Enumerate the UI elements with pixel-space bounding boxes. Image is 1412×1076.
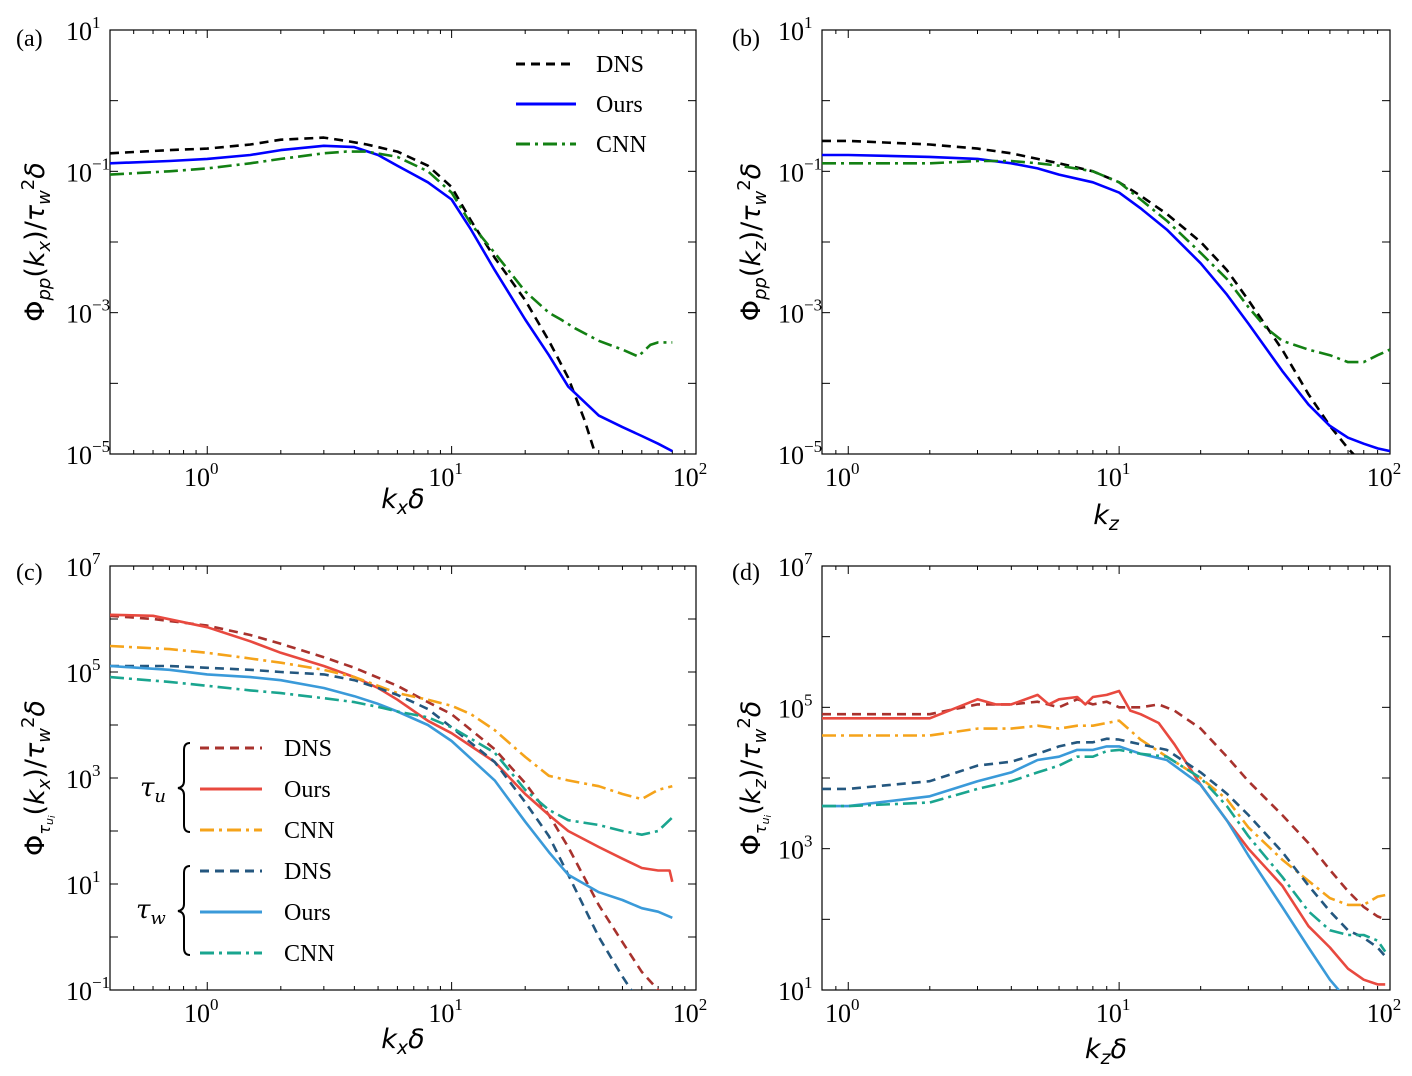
legend-a-ours: Ours <box>596 92 643 118</box>
panel-c-series <box>110 613 674 990</box>
legend-c-u-ours: Ours <box>284 777 331 803</box>
y-tick-label: 107 <box>778 549 813 582</box>
panel-d-frame <box>821 565 1391 991</box>
panel-c-label: (c) <box>16 560 43 586</box>
series-cnn-line <box>110 150 673 358</box>
panel-b-label: (b) <box>732 26 760 52</box>
y-tick-label: 103 <box>66 761 101 794</box>
legend-c-brace-u <box>177 742 191 833</box>
y-tick-label: 10−1 <box>66 154 110 187</box>
x-tick-label: 100 <box>825 995 860 1028</box>
series--u-dns-line <box>110 614 660 990</box>
panel-a-ylabel: Φpp(kx)/τw2δ <box>18 162 55 322</box>
series-dns-line <box>822 139 1356 454</box>
panel-b-ylabel: Φpp(kz)/τw2δ <box>734 163 771 321</box>
legend-c-w-cnn: CNN <box>284 941 335 967</box>
series-dns-line <box>110 136 597 454</box>
legend-c-u-dns: DNS <box>284 736 332 762</box>
series--u-ours-line <box>822 689 1386 986</box>
panel-a-legend: DNS Ours CNN <box>516 52 647 158</box>
y-tick-label: 101 <box>66 867 101 900</box>
y-tick-label: 10−1 <box>66 973 110 1006</box>
y-tick-label: 101 <box>66 13 101 46</box>
legend-c-group-w: τw <box>136 895 166 929</box>
legend-c-w-ours: Ours <box>284 900 331 926</box>
panel-c-legend: τu DNS Ours CNN τw DNS Ours CNN <box>136 736 335 967</box>
panel-b-series <box>822 139 1390 454</box>
panel-b-ticks: 100 101 102 10−5 10−3 10−1 101 <box>778 13 1401 492</box>
y-tick-label: 107 <box>66 549 101 582</box>
x-tick-label: 102 <box>673 995 708 1028</box>
y-tick-label: 101 <box>778 973 813 1006</box>
panel-b: (b) 100 101 102 10−5 10−3 10−1 101 kz Φpp(kz)/… <box>732 13 1401 535</box>
panel-d-series <box>822 689 1387 990</box>
series--w-cnn-line <box>110 675 674 837</box>
panel-a-xlabel: kxδ <box>381 484 424 519</box>
x-tick-label: 101 <box>1096 995 1131 1028</box>
y-tick-label: 103 <box>778 832 813 865</box>
panel-d-ylabel: Φτui(kz)/τw2δ <box>734 701 774 856</box>
series--w-cnn-line <box>822 748 1387 953</box>
panel-c-ylabel: Φτui(kx)/τw2δ <box>18 700 58 856</box>
series--w-ours-line <box>110 664 673 919</box>
panel-d: (d) 100 101 102 101 103 105 107 kzδ Φτui(kz)/τ… <box>732 549 1401 1069</box>
panel-b-xlabel: kz <box>1093 500 1120 535</box>
legend-c-w-dns: DNS <box>284 859 332 885</box>
series--w-dns-line <box>110 664 633 990</box>
panel-a: (a) 100 101 102 10−5 10−3 10−1 101 kxδ Φpp(kx)… <box>16 13 707 519</box>
y-tick-label: 105 <box>778 690 813 723</box>
legend-a-cnn: CNN <box>596 132 647 158</box>
legend-c-group-u: τu <box>140 773 166 807</box>
series-cnn-line <box>822 159 1390 364</box>
panel-a-label: (a) <box>16 26 43 52</box>
series--u-cnn-line <box>110 644 673 801</box>
panel-c: (c) 100 101 102 10−1 101 103 105 107 kxδ Φτui(k… <box>16 549 707 1059</box>
legend-c-u-cnn: CNN <box>284 818 335 844</box>
y-tick-label: 10−5 <box>66 437 110 470</box>
series--u-cnn-line <box>822 719 1386 907</box>
x-tick-label: 100 <box>825 459 860 492</box>
series-ours-line <box>822 153 1390 453</box>
series--w-dns-line <box>822 737 1387 958</box>
x-tick-label: 101 <box>1096 459 1131 492</box>
panel-d-label: (d) <box>732 560 760 586</box>
y-tick-label: 10−1 <box>778 154 822 187</box>
x-tick-label: 100 <box>184 995 219 1028</box>
series--w-ours-line <box>822 745 1341 990</box>
series--u-dns-line <box>822 697 1386 921</box>
panel-d-xlabel: kzδ <box>1085 1034 1127 1069</box>
y-tick-label: 10−3 <box>66 296 110 329</box>
series--u-ours-line <box>110 613 674 883</box>
y-tick-label: 10−5 <box>778 437 822 470</box>
series-ours-line <box>110 144 673 453</box>
x-tick-label: 100 <box>184 459 219 492</box>
panel-c-frame <box>109 565 697 991</box>
x-tick-label: 101 <box>428 995 463 1028</box>
x-tick-label: 102 <box>1367 459 1402 492</box>
panel-d-ticks: 100 101 102 101 103 105 107 <box>778 549 1401 1028</box>
x-tick-label: 102 <box>673 459 708 492</box>
x-tick-label: 102 <box>1367 995 1402 1028</box>
y-tick-label: 105 <box>66 655 101 688</box>
y-tick-label: 101 <box>778 13 813 46</box>
y-tick-label: 10−3 <box>778 296 822 329</box>
x-tick-label: 101 <box>428 459 463 492</box>
legend-a-dns: DNS <box>596 52 644 78</box>
panel-a-series <box>110 136 673 454</box>
legend-c-brace-w <box>177 865 191 956</box>
panel-c-xlabel: kxδ <box>381 1024 424 1059</box>
